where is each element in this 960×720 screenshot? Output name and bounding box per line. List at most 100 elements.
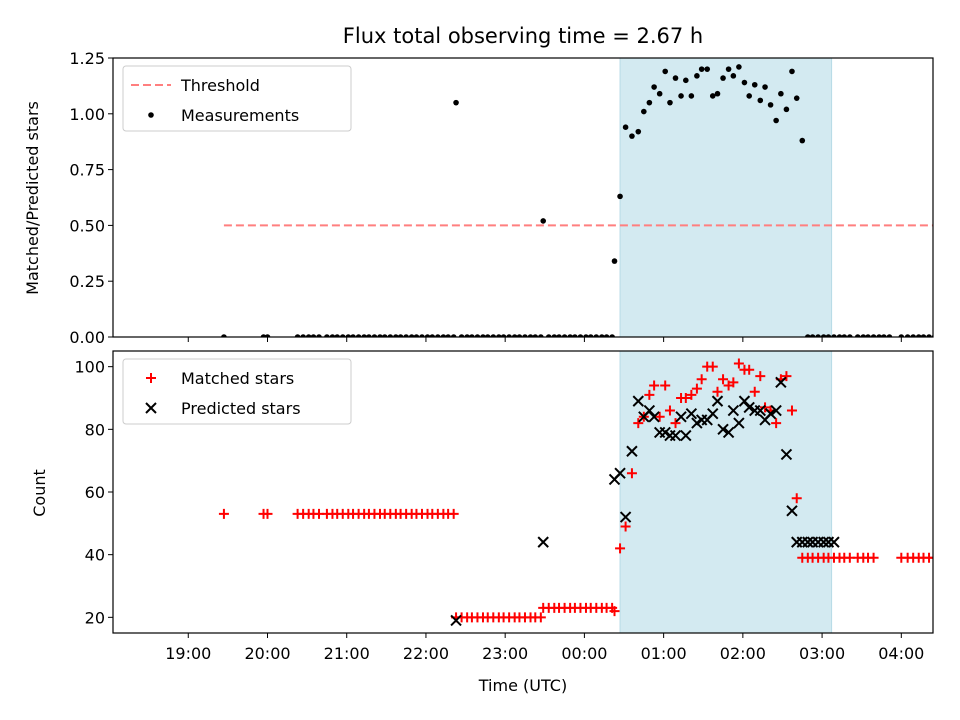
matched-star-point [791, 493, 802, 504]
predicted-star-point [537, 536, 549, 548]
measurement-point [511, 334, 518, 337]
predicted-star-point [722, 426, 735, 439]
predicted-star-point [743, 401, 755, 414]
measurement-point [698, 66, 705, 72]
measurement-point [408, 334, 415, 337]
measurement-point [799, 137, 806, 144]
matched-star-point [660, 380, 671, 391]
axes-frame [112, 57, 934, 338]
measurement-point [672, 75, 679, 81]
measurement-point [667, 99, 673, 106]
matched-star-point [755, 371, 766, 382]
measurement-point [403, 334, 409, 337]
y-tick-label: 0.50 [69, 216, 105, 235]
matched-star-point [649, 380, 660, 391]
plot-area [221, 64, 933, 337]
predicted-star-point [614, 467, 626, 479]
count-panel: 20 40 60 80 100 19:00 20:00 21:00 22:00 23:00 00:0… [74, 350, 934, 663]
predicted-star-point [754, 404, 766, 417]
measurement-point [730, 73, 737, 79]
measurement-point [540, 218, 547, 224]
predicted-star-point [711, 395, 724, 407]
y-tick-label: 20 [85, 608, 105, 627]
measurement-point [551, 334, 558, 337]
measurement-point [264, 334, 271, 337]
measurement-point [310, 334, 317, 337]
measurement-point [736, 64, 742, 70]
predicted-star-point [786, 505, 798, 517]
legend: Threshold Measurements [122, 65, 352, 132]
measurement-point [741, 79, 748, 86]
measurement-point [641, 108, 647, 115]
measurement-point [397, 334, 404, 337]
matched-star-point [781, 371, 792, 382]
measurement-point [377, 334, 383, 337]
x-tick-label: 22:00 [403, 644, 449, 663]
x-tick-label: 02:00 [720, 644, 766, 663]
legend-box [122, 358, 352, 425]
predicted-star-point [764, 407, 777, 420]
measurement-point [350, 334, 356, 337]
measurement-point [545, 334, 552, 337]
observing-span [619, 350, 833, 634]
measurement-point [886, 334, 893, 337]
x-tick-label: 03:00 [799, 644, 845, 663]
measurement-point [458, 334, 465, 337]
matched-star-point [620, 521, 631, 532]
legend-measurement-swatch [148, 112, 154, 118]
measurement-point [587, 334, 594, 337]
measurement-point [339, 334, 346, 337]
predicted-star-point [680, 429, 692, 442]
matched-star-point [535, 612, 546, 623]
measurement-point [381, 334, 388, 337]
measurement-point [440, 334, 447, 337]
predicted-star-point [626, 445, 638, 457]
measurement-point [429, 334, 436, 337]
measurement-point [746, 93, 752, 99]
predicted-star-point [717, 423, 729, 436]
matched-star-point [686, 389, 697, 400]
measurement-point [474, 334, 481, 337]
measurement-point [334, 334, 341, 337]
measurement-point [662, 68, 669, 75]
measurement-point [424, 334, 431, 337]
measurement-point [725, 66, 732, 72]
matched-star-point [626, 468, 637, 479]
measurement-point [678, 93, 684, 99]
matched-star-point [733, 358, 744, 369]
y-tick-label: 1.25 [69, 49, 105, 68]
measurement-point [773, 117, 779, 124]
predicted-star-point [669, 429, 682, 442]
measurement-point [876, 334, 882, 337]
measurement-point [704, 66, 711, 72]
y-tick-label: 0.75 [69, 161, 105, 180]
measurement-point [926, 334, 932, 337]
measurement-point [714, 90, 721, 97]
measurement-point [656, 90, 663, 97]
measurement-point [453, 99, 459, 106]
matched-star-point [712, 386, 723, 397]
measurement-point [815, 334, 821, 337]
measurement-point [329, 334, 336, 337]
measurement-point [783, 106, 790, 113]
y-tick-label: 0.25 [69, 272, 105, 291]
predicted-star-point [685, 407, 698, 420]
matched-star-point [654, 411, 665, 422]
measurement-point [793, 95, 800, 101]
measurement-point [709, 93, 716, 99]
matched-star-point [760, 402, 771, 413]
matched-star-point [749, 386, 760, 397]
measurement-point [567, 334, 573, 337]
y-tick-label: 0.00 [69, 328, 105, 347]
matched-star-point [691, 383, 702, 394]
predicted-star-point [648, 411, 660, 423]
ratio-panel: 0.00 0.25 0.50 0.75 1.00 1.25 Threshold Measure… [69, 49, 934, 347]
measurement-point [445, 334, 451, 337]
legend: Matched stars Predicted stars [122, 358, 352, 425]
measurement-point [413, 334, 420, 337]
x-tick-label: 04:00 [878, 644, 924, 663]
measurement-point [464, 334, 470, 337]
predicted-star-point [733, 417, 745, 429]
measurement-point [767, 102, 774, 108]
measurement-point [516, 334, 523, 337]
